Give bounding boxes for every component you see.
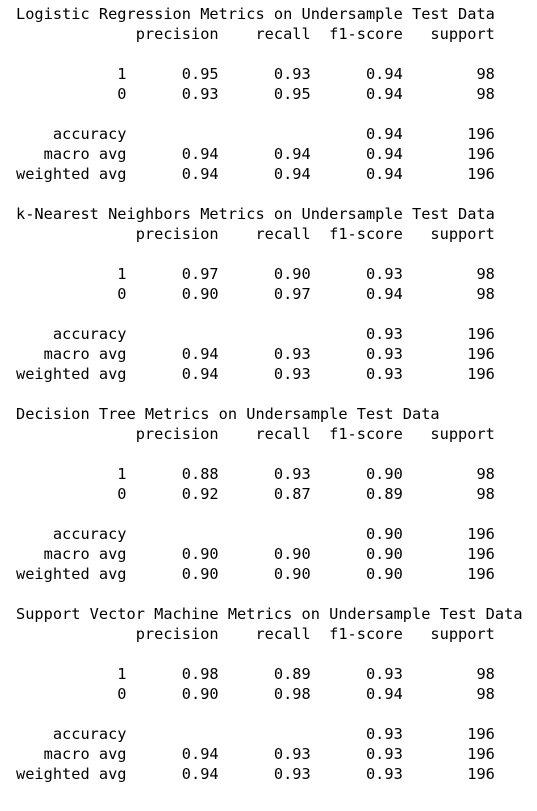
class-row: 1 0.98 0.89 0.93 98: [16, 665, 495, 683]
blank-line: [16, 644, 523, 664]
summary-row: macro avg 0.94 0.93 0.93 196: [16, 345, 495, 363]
blank-line: [16, 44, 523, 64]
report-title: k-Nearest Neighbors Metrics on Undersamp…: [16, 205, 495, 223]
class-row: 0 0.93 0.95 0.94 98: [16, 85, 495, 103]
summary-row: weighted avg 0.94 0.93 0.93 196: [16, 365, 495, 383]
summary-row: macro avg 0.94 0.93 0.93 196: [16, 745, 495, 763]
classification-reports-output: Logistic Regression Metrics on Undersamp…: [16, 4, 523, 784]
summary-row: weighted avg 0.94 0.94 0.94 196: [16, 165, 495, 183]
class-row: 0 0.90 0.97 0.94 98: [16, 285, 495, 303]
blank-line: [16, 704, 523, 724]
summary-row: accuracy 0.93 196: [16, 325, 495, 343]
report-title: Support Vector Machine Metrics on Unders…: [16, 605, 523, 623]
summary-row: weighted avg 0.94 0.93 0.93 196: [16, 765, 495, 783]
class-row: 0 0.90 0.98 0.94 98: [16, 685, 495, 703]
class-row: 1 0.95 0.93 0.94 98: [16, 65, 495, 83]
summary-row: accuracy 0.90 196: [16, 525, 495, 543]
summary-row: macro avg 0.90 0.90 0.90 196: [16, 545, 495, 563]
blank-line: [16, 584, 523, 604]
report-header: precision recall f1-score support: [16, 25, 495, 43]
blank-line: [16, 244, 523, 264]
class-row: 1 0.88 0.93 0.90 98: [16, 465, 495, 483]
report-title: Logistic Regression Metrics on Undersamp…: [16, 5, 495, 23]
report-header: precision recall f1-score support: [16, 425, 495, 443]
summary-row: accuracy 0.93 196: [16, 725, 495, 743]
summary-row: macro avg 0.94 0.94 0.94 196: [16, 145, 495, 163]
blank-line: [16, 304, 523, 324]
class-row: 0 0.92 0.87 0.89 98: [16, 485, 495, 503]
blank-line: [16, 184, 523, 204]
class-row: 1 0.97 0.90 0.93 98: [16, 265, 495, 283]
summary-row: accuracy 0.94 196: [16, 125, 495, 143]
report-header: precision recall f1-score support: [16, 225, 495, 243]
report-header: precision recall f1-score support: [16, 625, 495, 643]
blank-line: [16, 104, 523, 124]
blank-line: [16, 504, 523, 524]
report-title: Decision Tree Metrics on Undersample Tes…: [16, 405, 440, 423]
blank-line: [16, 384, 523, 404]
blank-line: [16, 444, 523, 464]
summary-row: weighted avg 0.90 0.90 0.90 196: [16, 565, 495, 583]
